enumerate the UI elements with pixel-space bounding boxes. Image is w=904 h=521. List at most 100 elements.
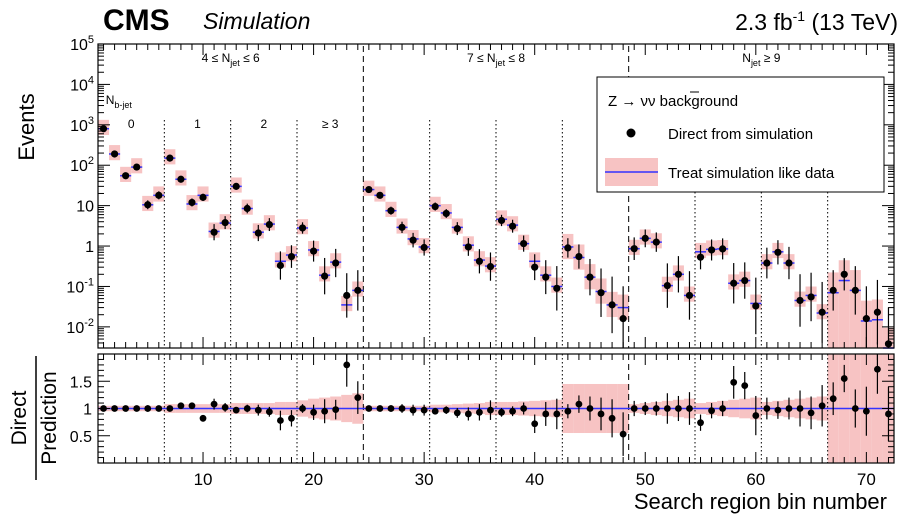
ratio-y-tick-label: 1 [83,402,92,419]
direct-point [697,254,704,261]
legend-title: Z → νν background [608,93,738,110]
y-tick-label-exponent: 4 [88,74,94,86]
ratio-point [189,402,196,409]
ratio-point [133,405,140,412]
ratio-point [332,406,339,413]
ratio-point [752,412,759,419]
direct-point [432,203,439,210]
direct-point [288,253,295,260]
nbjet-bin-label: ≥ 3 [322,117,339,131]
direct-point [874,309,881,316]
ratio-point [664,405,671,412]
direct-point [321,273,328,280]
direct-point [597,289,604,296]
ratio-point [730,379,737,386]
direct-point [188,199,195,206]
ratio-point [178,402,185,409]
nbjet-bin-label: 2 [260,117,267,131]
direct-point [830,287,837,294]
direct-point [586,274,593,281]
ratio-point [365,405,372,412]
nbjet-header-subscript: b-jet [114,100,132,110]
ratio-point [841,375,848,382]
y-tick-label-base: 10 [66,279,84,296]
x-tick-label: 20 [304,470,323,489]
direct-point [575,253,582,260]
direct-point [476,258,483,265]
direct-point [785,259,792,266]
direct-point [266,221,273,228]
direct-point [409,237,416,244]
direct-point [509,223,516,230]
ratio-point [476,409,483,416]
njet-region-label: 4 ≤ Njet ≤ 6 [202,51,260,68]
experiment-label: CMS [103,4,170,37]
ratio-point [509,408,516,415]
lumi-label: 2.3 fb-1 (13 TeV) [735,8,898,35]
ratio-point [454,409,461,416]
ratio-point [598,411,605,418]
y-tick-label: 10-2 [66,317,94,337]
ratio-point [200,415,207,422]
ratio-point [675,405,682,412]
direct-point [553,285,560,292]
y-tick-label-base: 10 [70,77,88,94]
ratio-point [708,407,715,414]
direct-point [796,297,803,304]
ratio-point [166,405,173,412]
ratio-point [255,407,262,414]
ratio-point [719,405,726,412]
direct-point [177,176,184,183]
y-tick-label: 103 [70,115,94,135]
njet-region-label-part: N [742,51,751,65]
y-tick-label-base: 10 [70,158,88,175]
ratio-point [443,407,450,414]
ratio-point [653,405,660,412]
njet-region-label-subscript: jet [495,58,506,68]
ratio-point [741,382,748,389]
direct-point [443,210,450,217]
y-tick-label: 105 [70,34,94,54]
ratio-point [465,411,472,418]
ratio-point [277,417,284,424]
njet-region-label-part: ≤ 6 [240,51,260,65]
direct-point [465,243,472,250]
direct-point [210,229,217,236]
x-tick-label: 10 [194,470,213,489]
ratio-point [299,405,306,412]
direct-point [122,172,129,179]
direct-point [454,225,461,232]
y-tick-label-exponent: -1 [84,276,94,288]
direct-point [166,155,173,162]
ratio-point [808,409,815,416]
direct-point [387,207,394,214]
njet-region-label-part: 7 ≤ N [467,51,496,65]
ratio-point [786,405,793,412]
ratio-point [144,405,151,412]
nbjet-header-main: N [106,93,115,107]
direct-point [608,301,615,308]
legend-marker-direct [627,129,636,138]
status-label: Simulation [203,8,310,34]
x-tick-label: 40 [525,470,544,489]
lumi-value: 2.3 fb [735,9,793,35]
ratio-point [686,405,693,412]
ratio-point [321,408,328,415]
y-tick-label-base: 10 [76,199,94,216]
njet-region-label-part: ≥ 9 [760,51,780,65]
ratio-point [775,407,782,414]
ratio-point [310,409,317,416]
direct-point [719,245,726,252]
ratio-point [288,415,295,422]
y-tick-label-exponent: 5 [88,34,94,46]
ratio-point [874,366,881,373]
ratio-point [852,405,859,412]
direct-point [343,292,350,299]
energy-value: (13 TeV) [805,9,898,35]
ratio-point [763,405,770,412]
x-tick-label: 50 [636,470,655,489]
direct-point [155,192,162,199]
direct-point [841,271,848,278]
njet-region-label-part: ≤ 8 [505,51,525,65]
